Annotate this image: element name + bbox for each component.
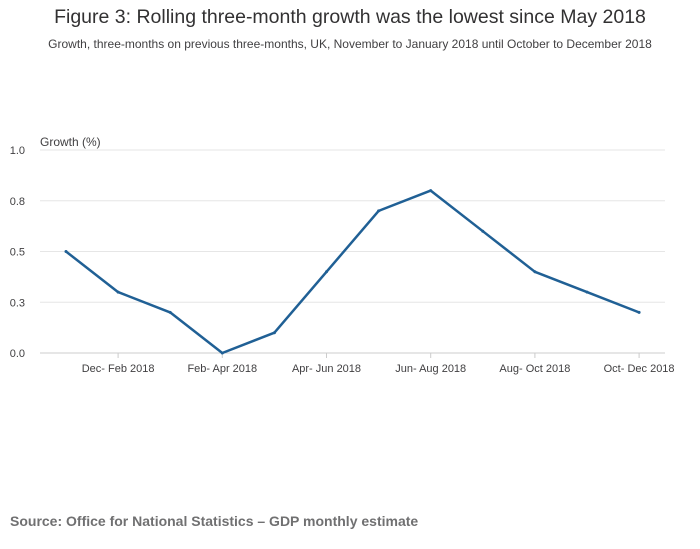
y-tick-label: 0.0 bbox=[10, 348, 25, 360]
data-point bbox=[64, 250, 68, 253]
data-point bbox=[377, 209, 381, 213]
x-tick-label: Oct- Dec 2018 bbox=[604, 363, 675, 375]
x-tick-label: Jun- Aug 2018 bbox=[395, 363, 466, 375]
chart-title: Figure 3: Rolling three-month growth was… bbox=[54, 6, 646, 28]
x-axis: Dec- Feb 2018 Feb- Apr 2018 Apr- Jun 2018 J… bbox=[40, 352, 675, 375]
series-layer bbox=[64, 189, 641, 355]
y-tick-label: 0.8 bbox=[10, 196, 25, 208]
x-tick-label: Dec- Feb 2018 bbox=[82, 363, 155, 375]
x-tick-label: Apr- Jun 2018 bbox=[292, 363, 361, 375]
x-tick-label: Aug- Oct 2018 bbox=[499, 363, 570, 375]
series-line bbox=[64, 189, 641, 355]
data-point bbox=[325, 270, 328, 274]
chart-subtitle: Growth, three-months on previous three-m… bbox=[48, 37, 652, 51]
grid-lines bbox=[40, 149, 665, 303]
y-tick-label: 1.0 bbox=[10, 145, 25, 157]
data-point bbox=[637, 310, 641, 314]
data-point bbox=[116, 290, 120, 294]
x-tick-label: Feb- Apr 2018 bbox=[187, 363, 257, 375]
y-axis-ticks: 0.0 0.3 0.5 0.8 1.0 bbox=[10, 145, 25, 360]
data-point bbox=[220, 351, 224, 355]
data-point bbox=[585, 290, 589, 294]
data-point bbox=[168, 310, 172, 314]
data-point bbox=[272, 331, 276, 335]
data-point bbox=[533, 270, 537, 274]
data-point bbox=[429, 189, 433, 193]
y-tick-label: 0.5 bbox=[10, 247, 25, 259]
y-axis-label: Growth (%) bbox=[40, 135, 101, 149]
data-point bbox=[481, 229, 485, 233]
y-tick-label: 0.3 bbox=[10, 297, 25, 309]
source-note: Source: Office for National Statistics –… bbox=[10, 513, 419, 529]
